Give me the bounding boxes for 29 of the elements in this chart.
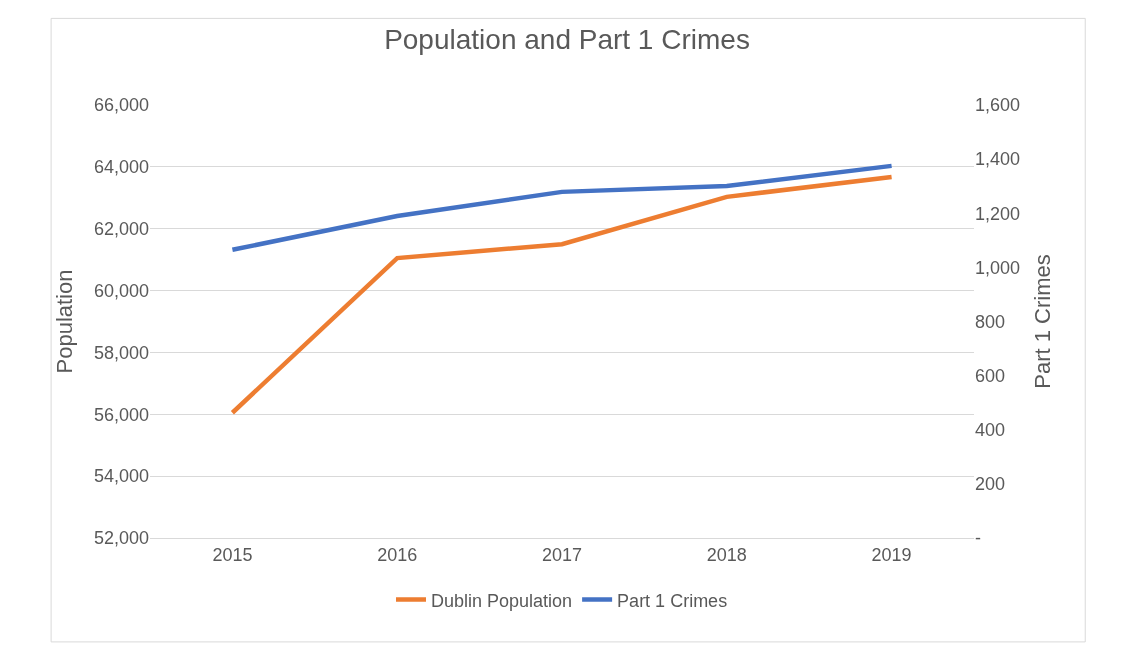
x-tick-label: 2017 <box>541 544 583 565</box>
y-tick-label: 64,000 <box>93 157 149 178</box>
y-axis-title: Population <box>51 269 77 374</box>
y-tick-label: 60,000 <box>93 280 149 301</box>
x-tick-label: 2018 <box>706 544 747 565</box>
y-tick-label: 52,000 <box>93 528 149 549</box>
x-tick-label: 2016 <box>377 544 418 565</box>
y2-tick-label: 1,400 <box>975 149 1021 170</box>
line-series <box>230 163 894 253</box>
x-tick-label: 2015 <box>212 544 253 565</box>
y2-tick-label: 1,200 <box>975 203 1021 224</box>
legend-label: Part 1 Crimes <box>617 590 728 611</box>
y2-tick-label: 1,000 <box>975 257 1021 278</box>
y-tick-label: 58,000 <box>93 342 149 363</box>
y2-tick-label: 1,600 <box>975 95 1021 116</box>
y2-axis-title: Part 1 Crimes <box>1029 254 1055 389</box>
y2-tick-label: 200 <box>975 474 1006 495</box>
y2-tick-label: - <box>975 528 981 549</box>
y2-tick-label: 600 <box>975 365 1006 386</box>
x-tick-label: 2019 <box>871 544 912 565</box>
y-tick-label: 54,000 <box>93 466 149 487</box>
chart-title: Population and Part 1 Crimes <box>384 24 750 56</box>
line-series <box>230 174 894 415</box>
y2-tick-label: 800 <box>975 311 1006 332</box>
y-tick-label: 62,000 <box>93 219 149 240</box>
legend-label: Dublin Population <box>431 590 573 611</box>
y2-tick-label: 400 <box>975 420 1006 441</box>
y-tick-label: 66,000 <box>93 95 149 116</box>
y-tick-label: 56,000 <box>93 404 149 425</box>
